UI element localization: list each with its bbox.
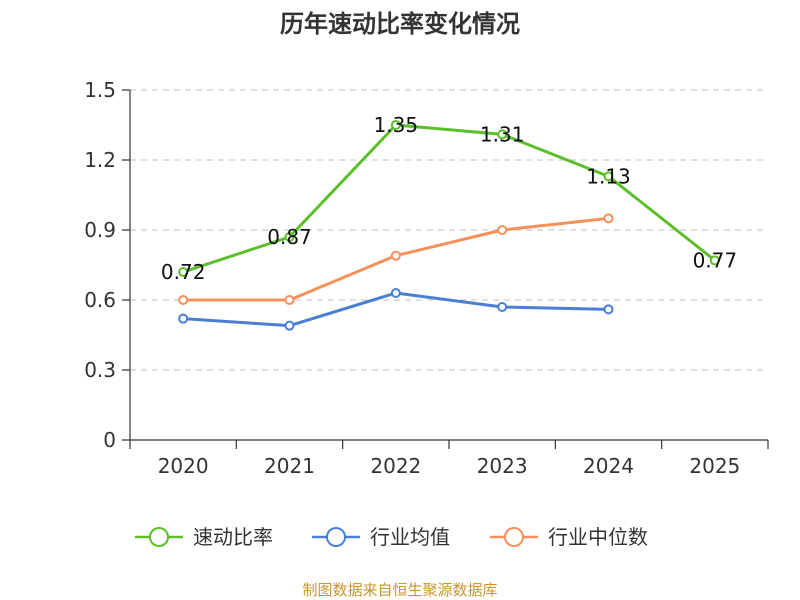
series-line-0 (182, 123, 716, 274)
x-tick-label: 2025 (689, 454, 740, 478)
series-group (178, 120, 720, 331)
data-point (284, 295, 295, 305)
data-point (390, 288, 401, 298)
y-tick-label: 1.5 (84, 78, 116, 102)
data-label: 0.87 (267, 225, 312, 249)
legend-label: 速动比率 (193, 525, 273, 549)
y-tick-label: 0.6 (84, 288, 116, 312)
legend-marker (326, 527, 346, 547)
legend-label: 行业均值 (370, 525, 450, 549)
data-point (603, 171, 614, 182)
data-label: 0.77 (693, 248, 738, 272)
legend-marker (149, 527, 169, 547)
chart-title: 历年速动比率变化情况 (280, 10, 520, 38)
data-point (497, 129, 508, 140)
data-label: 1.13 (586, 164, 631, 188)
x-tick-label: 2023 (477, 454, 528, 478)
data-point (284, 320, 295, 331)
y-tick-label: 1.2 (84, 148, 116, 172)
data-point (178, 313, 189, 324)
legend-marker (504, 527, 524, 547)
data-point (390, 120, 401, 130)
data-point (284, 232, 295, 242)
data-point (497, 225, 508, 235)
data-point (497, 302, 508, 312)
x-tick-label: 2020 (158, 454, 209, 478)
data-label: 1.35 (374, 113, 419, 137)
axes: 0 0.3 0.6 0.9 1.2 1.5 2020 2021 2022 2023 2024 2025 (84, 78, 769, 478)
data-point (603, 213, 614, 224)
data-label: 1.31 (480, 122, 525, 146)
data-point (390, 250, 401, 261)
y-tick-label: 0 (103, 428, 116, 452)
data-point (603, 304, 614, 315)
data-point (709, 255, 720, 266)
grid (130, 89, 768, 371)
legend: 速动比率 行业均值 行业中位数 (135, 525, 648, 549)
x-tick-label: 2022 (370, 454, 421, 478)
y-tick-label: 0.3 (84, 358, 116, 382)
data-label: 0.72 (161, 260, 206, 284)
data-point (178, 295, 189, 305)
source-note: 制图数据来自恒生聚源数据库 (302, 581, 497, 599)
x-tick-label: 2024 (583, 454, 634, 478)
y-tick-label: 0.9 (84, 218, 116, 242)
data-point (178, 267, 189, 277)
x-tick-label: 2021 (264, 454, 315, 478)
legend-label: 行业中位数 (548, 525, 648, 549)
data-labels: 0.72 0.87 1.35 1.31 1.13 0.77 (161, 113, 737, 284)
